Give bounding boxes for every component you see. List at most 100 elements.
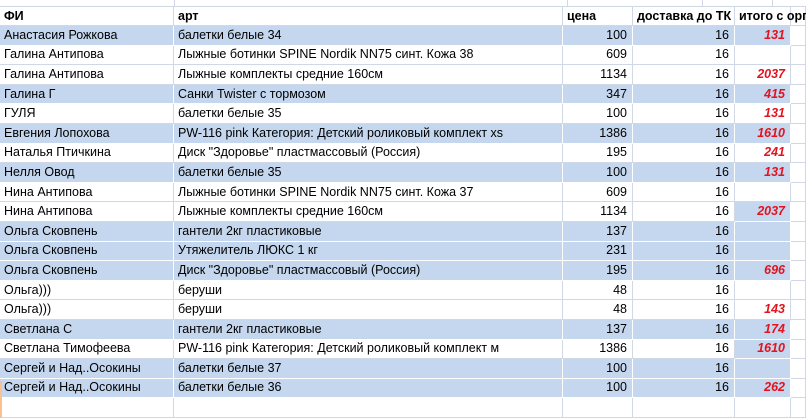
cell-delivery[interactable]: 16 [633, 221, 735, 242]
cell-total[interactable]: 174 [735, 319, 791, 340]
cell-delivery[interactable]: 16 [633, 261, 735, 281]
cell-total[interactable]: 696 [735, 261, 791, 281]
cell-total[interactable] [735, 45, 791, 66]
cell-delivery[interactable]: 16 [633, 104, 735, 124]
cell-total[interactable]: 1610 [735, 123, 791, 144]
cell-price[interactable]: 137 [563, 221, 633, 242]
cell-art[interactable]: Лыжные ботинки SPINE Nordik NN75 синт. К… [174, 45, 563, 66]
cell-fi[interactable]: Нина Антипова [0, 202, 174, 222]
cell-price[interactable]: 195 [563, 143, 633, 164]
cell-art[interactable]: беруши [174, 300, 563, 320]
cell-fi[interactable]: Ольга))) [0, 300, 174, 320]
cell-price[interactable]: 1386 [563, 339, 633, 360]
cell-extra[interactable] [791, 202, 806, 222]
cell-total[interactable]: 131 [735, 104, 791, 124]
cell-total[interactable] [735, 359, 791, 379]
cell-total[interactable] [735, 398, 791, 418]
cell-extra[interactable] [791, 300, 806, 320]
cell-total[interactable]: 131 [735, 163, 791, 183]
cell-fi[interactable]: Светлана С [0, 319, 174, 340]
cell-price[interactable]: 100 [563, 378, 633, 399]
cell-price[interactable]: 1134 [563, 202, 633, 222]
cell-total[interactable]: 415 [735, 84, 791, 105]
cell-art[interactable]: беруши [174, 280, 563, 301]
cell-total[interactable]: 262 [735, 378, 791, 399]
cell-extra[interactable] [791, 319, 806, 340]
cell-price[interactable]: 137 [563, 319, 633, 340]
cell-art[interactable]: PW-116 pink Категория: Детский роликовый… [174, 123, 563, 144]
cell-delivery[interactable]: 16 [633, 84, 735, 105]
cell-delivery[interactable]: 16 [633, 143, 735, 164]
cell-total[interactable]: 2037 [735, 202, 791, 222]
cell-extra[interactable] [791, 26, 806, 46]
cell-fi[interactable]: Ольга Сковпень [0, 261, 174, 281]
column-header-total[interactable]: итого с орг [735, 7, 806, 26]
cell-total[interactable]: 241 [735, 143, 791, 164]
cell-total[interactable]: 1610 [735, 339, 791, 360]
cell-extra[interactable] [791, 339, 806, 360]
cell-fi[interactable]: ГУЛЯ [0, 104, 174, 124]
cell-fi[interactable]: Сергей и Над..Осокины [0, 359, 174, 379]
cell-price[interactable] [563, 398, 633, 418]
cell-total[interactable] [735, 182, 791, 203]
cell-extra[interactable] [791, 280, 806, 301]
cell-delivery[interactable]: 16 [633, 123, 735, 144]
cell-total[interactable] [735, 221, 791, 242]
cell-price[interactable]: 195 [563, 261, 633, 281]
cell-fi[interactable]: Галина Антипова [0, 65, 174, 85]
cell-delivery[interactable]: 16 [633, 163, 735, 183]
column-header-delivery[interactable]: доставка до ТК [633, 7, 735, 26]
cell-fi[interactable]: Наталья Птичкина [0, 143, 174, 164]
cell-price[interactable]: 609 [563, 45, 633, 66]
cell-price[interactable]: 48 [563, 300, 633, 320]
cell-delivery[interactable]: 16 [633, 241, 735, 262]
column-header-art[interactable]: арт [174, 7, 563, 26]
cell-delivery[interactable]: 16 [633, 182, 735, 203]
cell-price[interactable]: 48 [563, 280, 633, 301]
cell-price[interactable]: 100 [563, 359, 633, 379]
cell-total[interactable]: 143 [735, 300, 791, 320]
cell-art[interactable]: Лыжные комплекты средние 160см [174, 65, 563, 85]
cell-price[interactable]: 231 [563, 241, 633, 262]
cell-art[interactable]: Лыжные ботинки SPINE Nordik NN75 синт. К… [174, 182, 563, 203]
cell-extra[interactable] [791, 123, 806, 144]
cell-price[interactable]: 1386 [563, 123, 633, 144]
cell-fi[interactable]: Сергей и Над..Осокины [0, 378, 174, 399]
cell-art[interactable]: Утяжелитель ЛЮКС 1 кг [174, 241, 563, 262]
cell-extra[interactable] [791, 221, 806, 242]
cell-delivery[interactable]: 16 [633, 300, 735, 320]
cell-delivery[interactable]: 16 [633, 319, 735, 340]
cell-extra[interactable] [791, 104, 806, 124]
cell-total[interactable]: 2037 [735, 65, 791, 85]
cell-art[interactable]: балетки белые 34 [174, 26, 563, 46]
cell-art[interactable] [174, 398, 563, 418]
cell-price[interactable]: 100 [563, 26, 633, 46]
cell-delivery[interactable]: 16 [633, 45, 735, 66]
cell-fi[interactable]: Ольга Сковпень [0, 221, 174, 242]
cell-delivery[interactable]: 16 [633, 339, 735, 360]
cell-total[interactable] [735, 280, 791, 301]
cell-extra[interactable] [791, 143, 806, 164]
cell-art[interactable]: гантели 2кг пластиковые [174, 221, 563, 242]
cell-extra[interactable] [791, 182, 806, 203]
cell-art[interactable]: Диск "Здоровье" пластмассовый (Россия) [174, 143, 563, 164]
cell-art[interactable]: Санки Twister с тормозом [174, 84, 563, 105]
cell-art[interactable]: Диск "Здоровье" пластмассовый (Россия) [174, 261, 563, 281]
cell-art[interactable]: балетки белые 35 [174, 163, 563, 183]
cell-price[interactable]: 100 [563, 163, 633, 183]
cell-extra[interactable] [791, 261, 806, 281]
cell-art[interactable]: гантели 2кг пластиковые [174, 319, 563, 340]
cell-extra[interactable] [791, 241, 806, 262]
cell-extra[interactable] [791, 65, 806, 85]
cell-extra[interactable] [791, 84, 806, 105]
column-header-fi[interactable]: ФИ [0, 7, 174, 26]
cell-extra[interactable] [791, 45, 806, 66]
cell-price[interactable]: 609 [563, 182, 633, 203]
cell-art[interactable]: балетки белые 37 [174, 359, 563, 379]
cell-fi[interactable]: Нелля Овод [0, 163, 174, 183]
cell-fi[interactable]: Евгения Лопохова [0, 123, 174, 144]
cell-price[interactable]: 100 [563, 104, 633, 124]
cell-fi[interactable]: Ольга))) [0, 280, 174, 301]
cell-delivery[interactable]: 16 [633, 378, 735, 399]
cell-fi[interactable]: Нина Антипова [0, 182, 174, 203]
